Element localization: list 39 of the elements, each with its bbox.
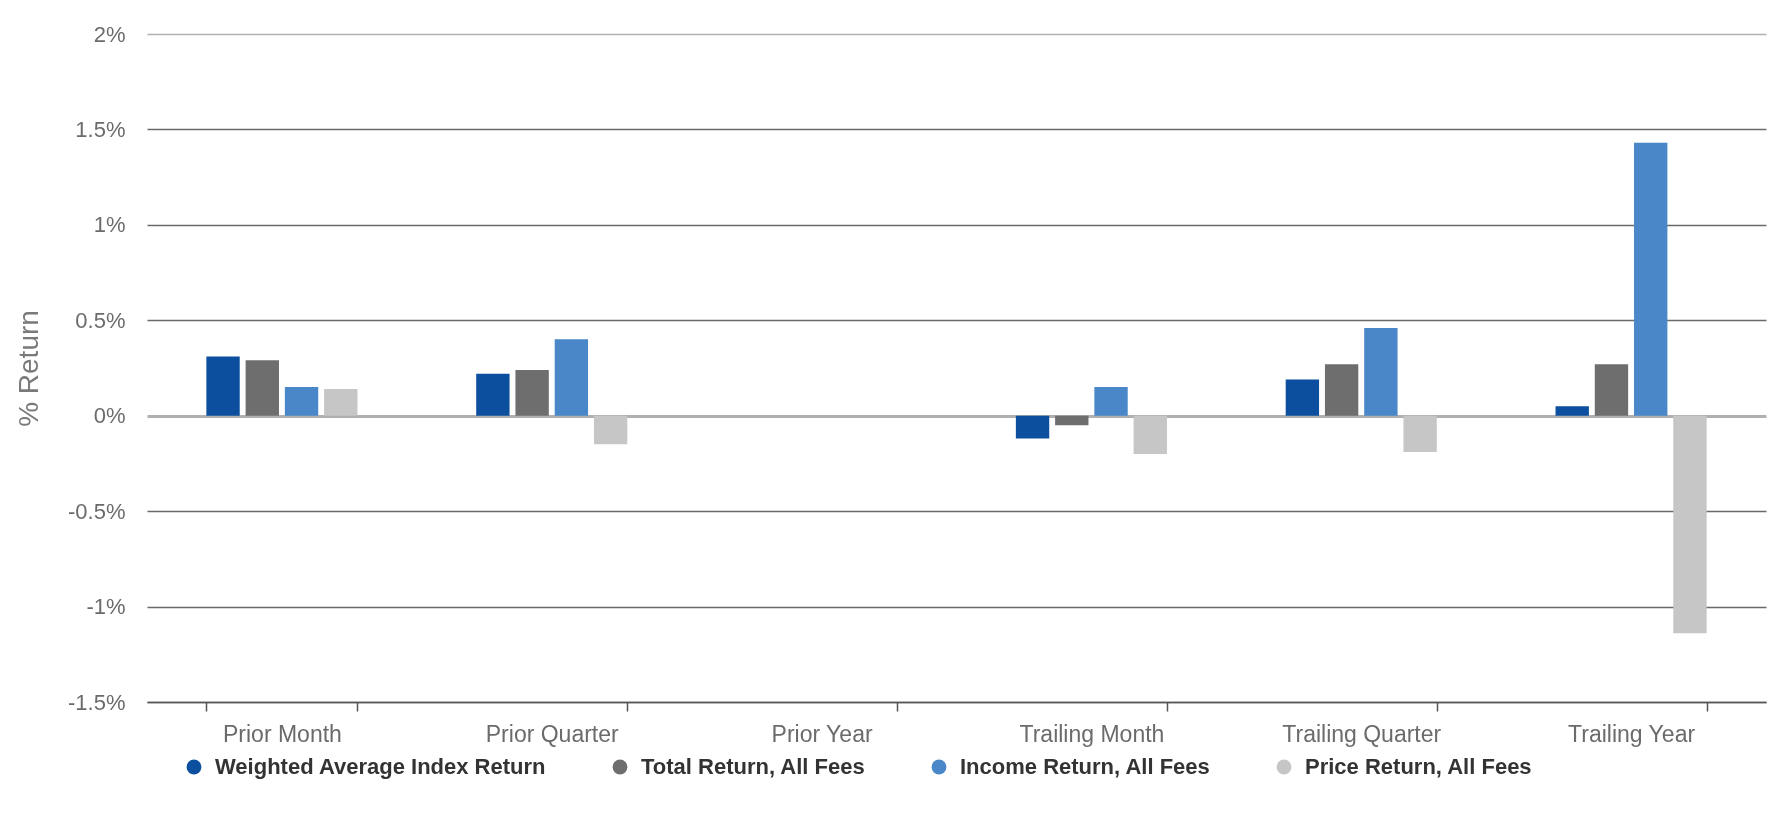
bar [1634, 142, 1668, 416]
y-axis-title: % Return [13, 310, 45, 427]
x-tick-label: Prior Year [771, 720, 873, 747]
bar [476, 373, 510, 416]
bar [206, 356, 240, 416]
bar [1285, 379, 1320, 416]
bar [1055, 415, 1089, 426]
legend-label: Income Return, All Fees [960, 754, 1210, 779]
y-tick-label: 0.5% [75, 307, 126, 333]
bar [515, 369, 549, 416]
x-tick-label: Trailing Quarter [1282, 720, 1442, 747]
bar [1673, 415, 1707, 634]
y-tick-label: -1% [86, 594, 126, 620]
bar [1133, 415, 1167, 454]
x-tick-label: Prior Month [222, 720, 342, 747]
legend-label: Price Return, All Fees [1305, 754, 1532, 779]
bar [1324, 364, 1359, 416]
bar [1594, 364, 1629, 416]
legend-label: Weighted Average Index Return [215, 754, 546, 779]
y-tick-label: 1% [93, 212, 126, 238]
bar [593, 415, 628, 445]
y-tick-label: -1.5% [68, 689, 126, 715]
bar [1094, 387, 1128, 416]
x-tick-label: Trailing Year [1568, 720, 1696, 747]
bar [324, 388, 358, 416]
bar [1364, 327, 1398, 416]
y-tick-label: -0.5% [68, 498, 126, 524]
y-tick-label: 2% [93, 21, 126, 47]
bar [554, 339, 589, 416]
bar [284, 387, 319, 416]
legend-label: Total Return, All Fees [641, 754, 865, 779]
x-tick-label: Prior Quarter [485, 720, 620, 747]
y-tick-label: 0% [93, 403, 126, 429]
bar [1403, 415, 1437, 452]
bar [1015, 415, 1050, 439]
bar [245, 360, 279, 416]
x-tick-label: Trailing Month [1019, 720, 1165, 747]
bar [1555, 406, 1589, 416]
y-tick-label: 1.5% [75, 116, 126, 142]
